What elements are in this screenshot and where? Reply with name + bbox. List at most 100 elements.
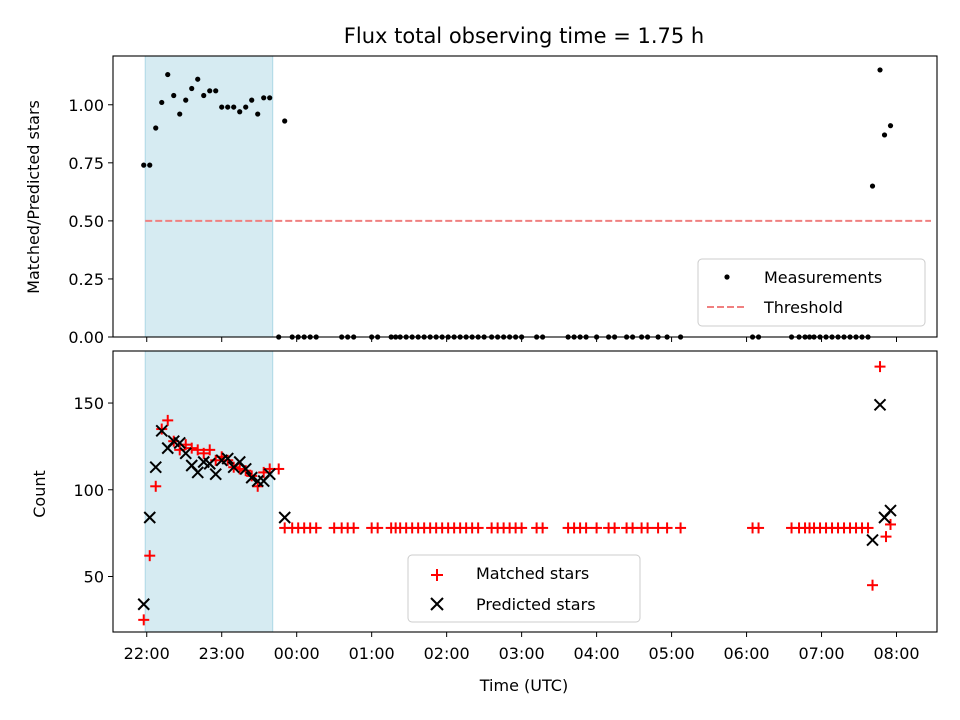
top-axes: 0.00 0.25 0.50 0.75 1.00 Matched/Predicted s…	[24, 55, 938, 347]
matched-star-point	[240, 465, 252, 477]
measurement-point	[282, 118, 288, 124]
matched-star-point	[642, 522, 654, 534]
x-tick-label: 06:00	[724, 644, 770, 663]
measurement-point	[159, 99, 165, 106]
top-axes-frame	[112, 55, 938, 338]
x-tick-label: 07:00	[798, 644, 844, 663]
top-y-tick-label: 0.50	[68, 212, 104, 231]
matched-star-point	[144, 550, 156, 562]
measurement-point	[869, 183, 876, 189]
predicted-stars-points	[137, 398, 897, 611]
legend-threshold-label: Threshold	[763, 298, 843, 317]
matched-star-point	[609, 522, 621, 534]
matched-star-point	[192, 444, 204, 456]
measurement-point	[231, 104, 237, 110]
bottom-y-tick-label: 50	[84, 567, 104, 586]
matched-star-point	[252, 480, 264, 492]
legend-measurements-marker	[724, 274, 730, 280]
legend-measurements-label: Measurements	[764, 268, 882, 287]
measurement-point	[243, 104, 249, 110]
x-tick-label: 01:00	[349, 644, 395, 663]
bottom-shaded-span	[144, 350, 274, 633]
matched-star-point	[138, 614, 150, 626]
measurement-point	[171, 92, 177, 99]
bottom-y-axis-label: Count	[30, 470, 49, 518]
chart-title: Flux total observing time = 1.75 h	[344, 24, 704, 48]
predicted-star-point	[873, 398, 887, 411]
matched-star-point	[150, 480, 162, 492]
measurement-point	[267, 95, 273, 101]
matched-star-point	[186, 442, 198, 454]
measurement-point	[183, 97, 189, 103]
x-axis-label: Time (UTC)	[479, 676, 568, 695]
bottom-axes: 50 100 150 22:00 23:00 00:00 01:00 02:00 03:00 0…	[30, 350, 938, 695]
measurement-point	[141, 162, 147, 168]
predicted-star-point	[278, 511, 291, 524]
legend-matched-marker	[431, 569, 443, 581]
top-shaded-span	[144, 55, 274, 338]
bottom-legend: Matched stars Predicted stars	[407, 554, 641, 623]
top-y-tick-label: 0.00	[68, 328, 104, 347]
predicted-star-point	[203, 457, 216, 470]
predicted-star-point	[143, 511, 156, 524]
bottom-x-ticks: 22:00 23:00 00:00 01:00 02:00 03:00 04:00 05:00…	[124, 632, 920, 663]
predicted-star-point	[866, 533, 879, 547]
x-tick-label: 05:00	[649, 644, 695, 663]
matched-star-point	[156, 423, 168, 435]
matched-stars-points	[138, 361, 897, 626]
legend-matched-label: Matched stars	[476, 564, 589, 583]
top-y-ticks: 0.00 0.25 0.50 0.75 1.00	[68, 96, 113, 347]
matched-star-point	[753, 522, 765, 534]
matched-star-point	[222, 454, 234, 466]
measurement-point	[881, 132, 888, 138]
measurement-point	[237, 109, 243, 115]
predicted-star-point	[155, 424, 168, 437]
measurement-point	[249, 97, 255, 103]
x-tick-label: 22:00	[124, 644, 170, 663]
legend-predicted-label: Predicted stars	[476, 595, 596, 614]
matched-star-point	[204, 444, 216, 456]
measurement-point	[189, 85, 195, 92]
predicted-star-point	[884, 504, 897, 517]
bottom-legend-frame	[407, 554, 641, 623]
measurement-point	[177, 111, 183, 117]
top-y-tick-label: 0.25	[68, 270, 104, 289]
measurement-point	[225, 104, 231, 110]
matched-star-point	[348, 522, 360, 534]
matched-star-point	[580, 522, 592, 534]
predicted-star-point	[191, 466, 204, 479]
predicted-star-point	[239, 462, 252, 476]
matched-star-point	[885, 518, 897, 530]
matched-star-point	[372, 522, 384, 534]
measurement-point	[219, 104, 225, 110]
measurement-point	[255, 111, 261, 117]
measurement-point	[195, 76, 201, 82]
matched-star-point	[591, 522, 603, 534]
measurement-point	[147, 162, 153, 168]
matched-star-point	[162, 414, 174, 426]
matched-star-point	[310, 522, 322, 534]
matched-star-point	[537, 522, 549, 534]
measurement-point	[877, 67, 883, 73]
top-y-tick-label: 1.00	[68, 96, 104, 115]
predicted-star-point	[221, 452, 234, 465]
top-y-axis-label: Matched/Predicted stars	[24, 100, 43, 294]
matched-star-point	[198, 447, 210, 459]
measurement-point	[153, 125, 159, 131]
predicted-star-point	[173, 436, 186, 450]
top-legend: Measurements Threshold	[697, 258, 926, 327]
x-tick-label: 03:00	[499, 644, 545, 663]
top-x-ticks	[146, 337, 898, 342]
matched-star-point	[661, 522, 673, 534]
x-tick-label: 23:00	[199, 644, 245, 663]
measurement-point	[887, 123, 894, 129]
measurement-point	[165, 71, 171, 78]
measurement-point	[261, 95, 267, 101]
predicted-star-point	[149, 461, 162, 474]
predicted-star-point	[209, 467, 222, 481]
predicted-star-point	[263, 467, 276, 481]
matched-star-point	[675, 522, 687, 534]
x-tick-label: 00:00	[274, 644, 320, 663]
top-y-tick-label: 0.75	[68, 154, 104, 173]
